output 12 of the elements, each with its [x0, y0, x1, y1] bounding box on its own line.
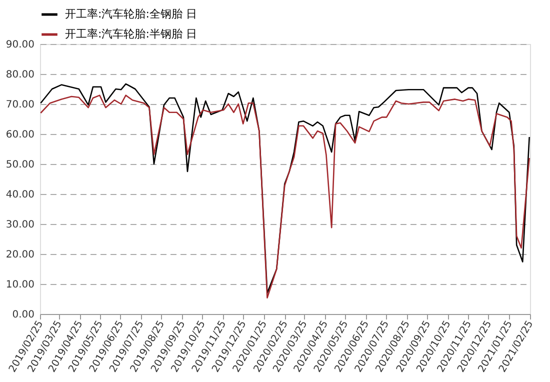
y-tick-label: 90.00 [6, 40, 34, 50]
y-tick-label: 40.00 [6, 190, 34, 200]
y-tick-label: 70.00 [6, 100, 34, 110]
y-tick-label: 80.00 [6, 70, 34, 80]
legend-label: 开工率:汽车轮胎:全钢胎 日 [65, 8, 197, 20]
y-tick-label: 10.00 [6, 280, 34, 290]
y-tick-label: 60.00 [6, 130, 34, 140]
y-tick-label: 20.00 [6, 250, 34, 260]
legend-label: 开工率:汽车轮胎:半钢胎 日 [65, 28, 197, 40]
y-tick-label: 30.00 [6, 220, 34, 230]
y-tick-label: 0.00 [12, 310, 34, 320]
y-tick-label: 50.00 [6, 160, 34, 170]
